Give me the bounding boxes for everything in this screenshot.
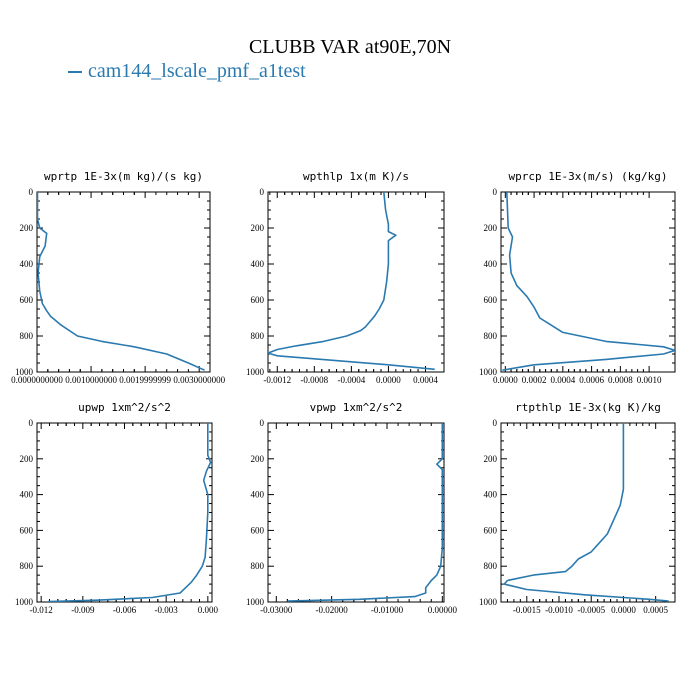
panel-5-ytick-label-4: 800 <box>251 561 265 571</box>
panel-4-ytick-label-1: 200 <box>20 454 34 464</box>
panel-4-frame <box>36 422 213 603</box>
panel-1-xtick-label-2: 0.0019999999 <box>119 375 171 385</box>
panel-2-series-line-0 <box>268 192 435 371</box>
panel-3-ytick-label-1: 200 <box>484 223 498 233</box>
panel-6-frame <box>500 422 676 603</box>
panel-6-series-line-0 <box>503 423 669 602</box>
panel-4-xtick-label-0: -0.012 <box>30 605 53 615</box>
panel-5-ytick-label-1: 200 <box>251 454 265 464</box>
panel-5-ytick-label-3: 600 <box>251 525 265 535</box>
panel-5-ytick-label-2: 400 <box>251 490 265 500</box>
panel-5-ytick-label-5: 1000 <box>246 597 265 607</box>
panel-5-frame <box>267 422 445 603</box>
panel-5-xtick-label-3: 0.00000 <box>428 605 458 615</box>
panel-3-xtick-label-3: 0.0006 <box>579 375 604 385</box>
panel-2-xtick-label-2: -0.0004 <box>337 375 365 385</box>
panel-5-series-line-0 <box>287 423 444 602</box>
panel-3-series-line-0 <box>502 192 675 371</box>
panel-3-ytick-label-5: 1000 <box>479 367 498 377</box>
panel-6-ytick-label-5: 1000 <box>479 597 498 607</box>
panel-3-ytick-label-4: 800 <box>484 331 498 341</box>
legend-line-swatch <box>68 71 82 74</box>
panel-4-ytick-label-3: 600 <box>20 525 34 535</box>
panel-3-ytick-label-2: 400 <box>484 259 498 269</box>
panel-6-ytick-label-1: 200 <box>484 454 498 464</box>
panel-1-xtick-label-3: 0.0030000000 <box>173 375 225 385</box>
panel-2-xtick-label-3: 0.0000 <box>376 375 401 385</box>
panel-5-xtick-label-1: -0.02000 <box>316 605 349 615</box>
panel-4-ytick-label-2: 400 <box>20 490 34 500</box>
panel-2-xtick-label-1: -0.0008 <box>300 375 328 385</box>
panel-3-ytick-label-0: 0 <box>493 187 498 197</box>
panel-1-xtick-label-0: 0.0000000000 <box>11 375 63 385</box>
panel-3-xtick-label-5: 0.0010 <box>637 375 662 385</box>
panel-4-xtick-label-1: -0.009 <box>71 605 95 615</box>
panel-6-xtick-label-2: -0.0005 <box>577 605 605 615</box>
panel-6-title: rtpthlp 1E-3x(kg K)/kg <box>515 401 661 414</box>
panel-1-series-line-0 <box>37 192 205 371</box>
panel-4-ytick-label-0: 0 <box>29 418 34 428</box>
panel-4-xtick-label-3: -0.003 <box>155 605 179 615</box>
panel-2-ytick-label-3: 600 <box>251 295 265 305</box>
panel-3-title: wprcp 1E-3x(m/s) (kg/kg) <box>509 170 668 183</box>
panel-5-xtick-label-2: -0.01000 <box>371 605 404 615</box>
panel-1-xtick-label-1: 0.0010000000 <box>65 375 117 385</box>
panel-3-xtick-label-2: 0.0004 <box>550 375 575 385</box>
panel-5-ytick-label-0: 0 <box>260 418 265 428</box>
figure-title: CLUBB VAR at90E,70N <box>248 36 452 58</box>
panel-1-title: wprtp 1E-3x(m kg)/(s kg) <box>44 170 203 183</box>
panel-1-ytick-label-1: 200 <box>20 223 34 233</box>
panel-4-xtick-label-2: -0.006 <box>113 605 137 615</box>
panel-1-ytick-label-5: 1000 <box>15 367 34 377</box>
panel-6-xtick-label-3: 0.0000 <box>611 605 636 615</box>
panel-3-xtick-label-0: 0.0000 <box>493 375 518 385</box>
panel-1-ytick-label-3: 600 <box>20 295 34 305</box>
panel-3-xtick-label-1: 0.0002 <box>522 375 547 385</box>
panel-6-ytick-label-4: 800 <box>484 561 498 571</box>
panel-2-ytick-label-4: 800 <box>251 331 265 341</box>
panel-2-ytick-label-2: 400 <box>251 259 265 269</box>
panel-6-ytick-label-3: 600 <box>484 525 498 535</box>
panel-2-title: wpthlp 1x(m K)/s <box>303 170 409 183</box>
panel-4-series-line-0 <box>48 423 212 602</box>
panel-2-ytick-label-1: 200 <box>251 223 265 233</box>
panel-2-ytick-label-0: 0 <box>260 187 265 197</box>
panel-4-title: upwp 1xm^2/s^2 <box>78 401 171 414</box>
panel-2-frame <box>267 191 445 373</box>
panel-2-xtick-label-4: 0.0004 <box>413 375 438 385</box>
panel-2-xtick-label-0: -0.0012 <box>263 375 291 385</box>
legend: cam144_lscale_pmf_a1test <box>68 60 306 83</box>
panel-6-xtick-label-1: -0.0010 <box>545 605 573 615</box>
panel-3-ytick-label-3: 600 <box>484 295 498 305</box>
legend-label: cam144_lscale_pmf_a1test <box>88 60 306 82</box>
panel-5-xtick-label-0: -0.03000 <box>260 605 293 615</box>
panel-4-xtick-label-4: 0.000 <box>198 605 219 615</box>
panel-5-title: vpwp 1xm^2/s^2 <box>310 401 403 414</box>
panel-1-ytick-label-0: 0 <box>29 187 34 197</box>
panel-4-ytick-label-4: 800 <box>20 561 34 571</box>
panel-2-ytick-label-5: 1000 <box>246 367 265 377</box>
panel-4-ytick-label-5: 1000 <box>15 597 34 607</box>
panel-6-ytick-label-0: 0 <box>493 418 498 428</box>
panel-1-ytick-label-2: 400 <box>20 259 34 269</box>
panel-6-xtick-label-4: 0.0005 <box>643 605 668 615</box>
panel-3-xtick-label-4: 0.0008 <box>608 375 633 385</box>
panel-6-xtick-label-0: -0.0015 <box>513 605 541 615</box>
panel-6-ytick-label-2: 400 <box>484 490 498 500</box>
panel-1-ytick-label-4: 800 <box>20 331 34 341</box>
